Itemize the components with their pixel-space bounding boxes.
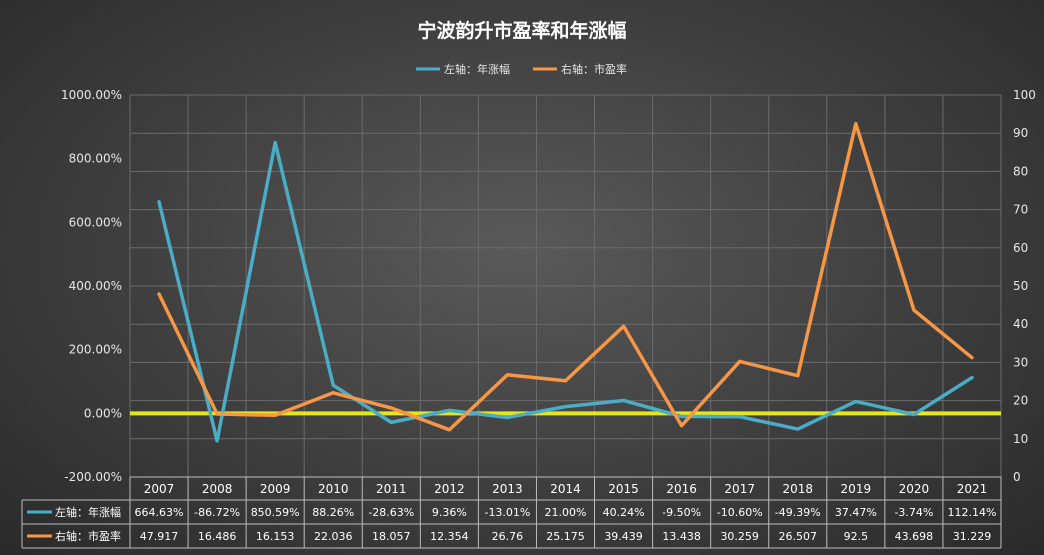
- left-tick-label: 200.00%: [69, 343, 122, 357]
- legend-label-left-series: 左轴：年涨幅: [444, 62, 510, 76]
- x-tick-label: 2014: [550, 482, 581, 496]
- x-tick-label: 2008: [202, 482, 233, 496]
- table-cell: 31.229: [953, 530, 992, 543]
- table-cell: 47.917: [140, 530, 179, 543]
- right-tick-label: 80: [1013, 164, 1028, 178]
- x-tick-label: 2012: [434, 482, 465, 496]
- left-axis-ticks: -200.00% 0.00% 200.00% 400.00% 600.00% 800.00…: [61, 88, 122, 484]
- right-tick-label: 60: [1013, 241, 1028, 255]
- x-tick-label: 2011: [376, 482, 407, 496]
- table-cell: 16.153: [256, 530, 295, 543]
- x-tick-label: 2010: [318, 482, 349, 496]
- table-row-label: 右轴：市盈率: [55, 529, 121, 543]
- table-cell: -86.72%: [194, 506, 240, 519]
- table-cell: -10.60%: [717, 506, 763, 519]
- left-tick-label: 0.00%: [84, 406, 122, 420]
- table-cell: 26.507: [779, 530, 818, 543]
- table-cell: 92.5: [844, 530, 869, 543]
- x-tick-label: 2009: [260, 482, 291, 496]
- left-tick-label: 1000.00%: [61, 88, 122, 102]
- table-cell: 112.14%: [947, 506, 996, 519]
- table-cell: 12.354: [430, 530, 469, 543]
- x-tick-label: 2019: [841, 482, 872, 496]
- table-cell: 88.26%: [312, 506, 354, 519]
- table-cell: 30.259: [720, 530, 759, 543]
- chart-title: 宁波韵升市盈率和年涨幅: [417, 19, 626, 42]
- table-cell: -9.50%: [662, 506, 701, 519]
- table-cell: 25.175: [546, 530, 585, 543]
- table-cell: 664.63%: [135, 506, 184, 519]
- right-tick-label: 50: [1013, 279, 1028, 293]
- legend-label-right-series: 右轴：市盈率: [561, 62, 627, 76]
- right-tick-label: 70: [1013, 203, 1028, 217]
- right-tick-label: 40: [1013, 317, 1028, 331]
- table-cell: 21.00%: [545, 506, 587, 519]
- table-cell: 43.698: [895, 530, 934, 543]
- table-cell: 9.36%: [432, 506, 467, 519]
- x-tick-label: 2013: [492, 482, 523, 496]
- data-table: 2007 2008 2009 2010 2011 2012 2013 2014 2015 2016…: [21, 476, 1002, 549]
- table-cell: 22.036: [314, 530, 353, 543]
- table-row-label: 左轴：年涨幅: [55, 505, 121, 519]
- table-cell: 39.439: [604, 530, 643, 543]
- x-tick-label: 2021: [957, 482, 988, 496]
- left-tick-label: 400.00%: [69, 279, 122, 293]
- table-cell: 16.486: [198, 530, 237, 543]
- table-cell: -13.01%: [484, 506, 530, 519]
- table-cell: -3.74%: [894, 506, 933, 519]
- right-tick-label: 90: [1013, 126, 1028, 140]
- series-lines: [157, 121, 974, 443]
- table-cell: -28.63%: [368, 506, 414, 519]
- x-tick-label: 2007: [144, 482, 175, 496]
- table-cell: 26.76: [492, 530, 524, 543]
- left-tick-label: 600.00%: [69, 215, 122, 229]
- right-tick-label: 100: [1013, 88, 1036, 102]
- right-tick-label: 20: [1013, 394, 1028, 408]
- left-tick-label: -200.00%: [64, 470, 122, 484]
- table-cell: -49.39%: [775, 506, 821, 519]
- table-cell: 13.438: [662, 530, 701, 543]
- table-cell: 18.057: [372, 530, 411, 543]
- gridlines: [129, 94, 1002, 478]
- table-cell: 850.59%: [251, 506, 300, 519]
- x-tick-label: 2016: [666, 482, 697, 496]
- legend: 左轴：年涨幅 右轴：市盈率: [416, 62, 627, 76]
- left-tick-label: 800.00%: [69, 152, 122, 166]
- table-cell: 40.24%: [603, 506, 645, 519]
- right-axis-ticks: 0 10 20 30 40 50 60 70 80 90 100: [1013, 88, 1036, 484]
- x-tick-label: 2018: [782, 482, 813, 496]
- x-tick-label: 2020: [899, 482, 930, 496]
- left-series-line: [157, 140, 974, 443]
- x-tick-label: 2017: [724, 482, 755, 496]
- right-tick-label: 0: [1013, 470, 1021, 484]
- right-tick-label: 10: [1013, 432, 1028, 446]
- table-cell: 37.47%: [835, 506, 877, 519]
- x-tick-label: 2015: [608, 482, 639, 496]
- right-tick-label: 30: [1013, 355, 1028, 369]
- right-series-line: [157, 121, 974, 432]
